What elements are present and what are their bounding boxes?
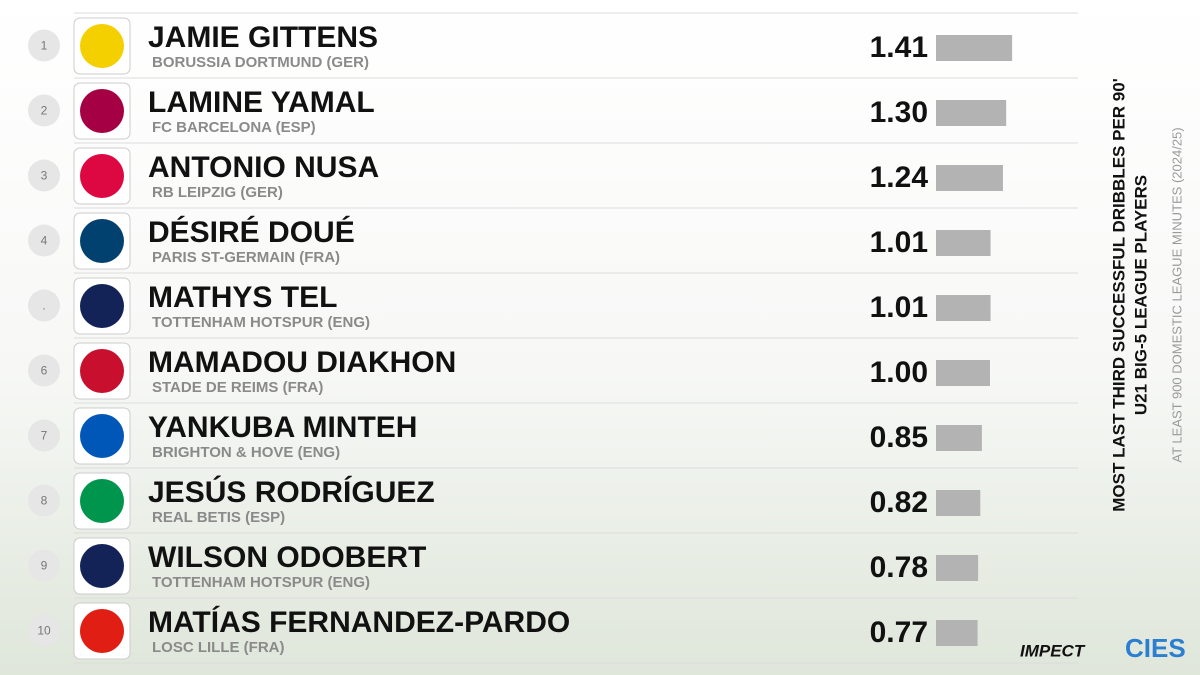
player-name: YANKUBA MINTEH [148,411,417,444]
value-label: 1.01 [870,291,928,324]
bar [936,35,1013,61]
club-badge [80,609,124,653]
rank-circle [28,354,60,387]
player-name: ANTONIO NUSA [148,151,379,184]
player-name: JESÚS RODRÍGUEZ [148,475,435,509]
value-label: 1.01 [870,226,928,259]
value-label: 1.41 [870,31,928,64]
club-badge [80,544,124,588]
club-name: TOTTENHAM HOTSPUR (ENG) [152,574,370,591]
rank-label: 2 [41,104,48,118]
rank-circle [28,224,60,257]
rank-circle [28,289,60,322]
bar [936,165,1003,191]
club-badge [80,349,124,393]
club-badge [80,284,124,328]
player-name: MATHYS TEL [148,281,337,314]
club-name: TOTTENHAM HOTSPUR (ENG) [152,314,370,331]
bar [936,555,979,581]
club-badge [80,154,124,198]
bar [936,490,981,516]
bar [936,360,990,386]
impect-logo: IMPECT [1020,641,1086,660]
club-name: RB LEIPZIG (GER) [152,184,283,201]
value-label: 0.78 [870,551,928,584]
club-badge [80,219,124,263]
chart-note: AT LEAST 900 DOMESTIC LEAGUE MINUTES (20… [1169,127,1184,462]
bar [936,620,978,646]
player-name: DÉSIRÉ DOUÉ [148,215,355,249]
club-name: FC BARCELONA (ESP) [152,119,316,136]
player-name: WILSON ODOBERT [148,541,426,574]
rank-label: 9 [41,559,48,573]
value-label: 1.30 [870,96,928,129]
chart-title: MOST LAST THIRD SUCCESSFUL DRIBBLES PER … [1109,78,1128,512]
bar [936,230,991,256]
cies-logo: CIES [1125,633,1186,663]
value-label: 1.00 [870,356,928,389]
rank-circle [28,419,60,452]
club-name: STADE DE REIMS (FRA) [152,379,323,396]
club-badge [80,414,124,458]
bar [936,100,1007,126]
rank-label: 3 [41,169,48,183]
rank-label: . [42,299,45,313]
club-name: PARIS ST-GERMAIN (FRA) [152,249,340,266]
club-badge [80,479,124,523]
rank-label: 7 [41,429,48,443]
value-label: 0.85 [870,421,928,454]
club-badge [80,24,124,68]
bar [936,425,982,451]
bar [936,295,991,321]
rank-label: 1 [41,39,48,53]
chart-subtitle: U21 BIG-5 LEAGUE PLAYERS [1131,175,1150,415]
club-badge [80,89,124,133]
player-name: LAMINE YAMAL [148,86,375,119]
rank-circle [28,549,60,582]
club-name: REAL BETIS (ESP) [152,509,285,526]
rank-circle [28,614,60,647]
title-group: MOST LAST THIRD SUCCESSFUL DRIBBLES PER … [1109,78,1184,512]
player-name: MATÍAS FERNANDEZ-PARDO [148,605,570,639]
rank-circle [28,159,60,192]
value-label: 0.82 [870,486,928,519]
rank-label: 10 [37,624,51,638]
rank-circle [28,484,60,517]
rank-circle [28,29,60,62]
club-name: BORUSSIA DORTMUND (GER) [152,54,369,71]
club-name: BRIGHTON & HOVE (ENG) [152,444,340,461]
value-label: 1.24 [870,161,929,194]
rank-label: 6 [41,364,48,378]
club-name: LOSC LILLE (FRA) [152,639,284,656]
player-name: MAMADOU DIAKHON [148,346,456,379]
value-label: 0.77 [870,616,928,649]
rank-label: 4 [41,234,48,248]
rank-circle [28,94,60,127]
rank-label: 8 [41,494,48,508]
player-name: JAMIE GITTENS [148,21,378,54]
